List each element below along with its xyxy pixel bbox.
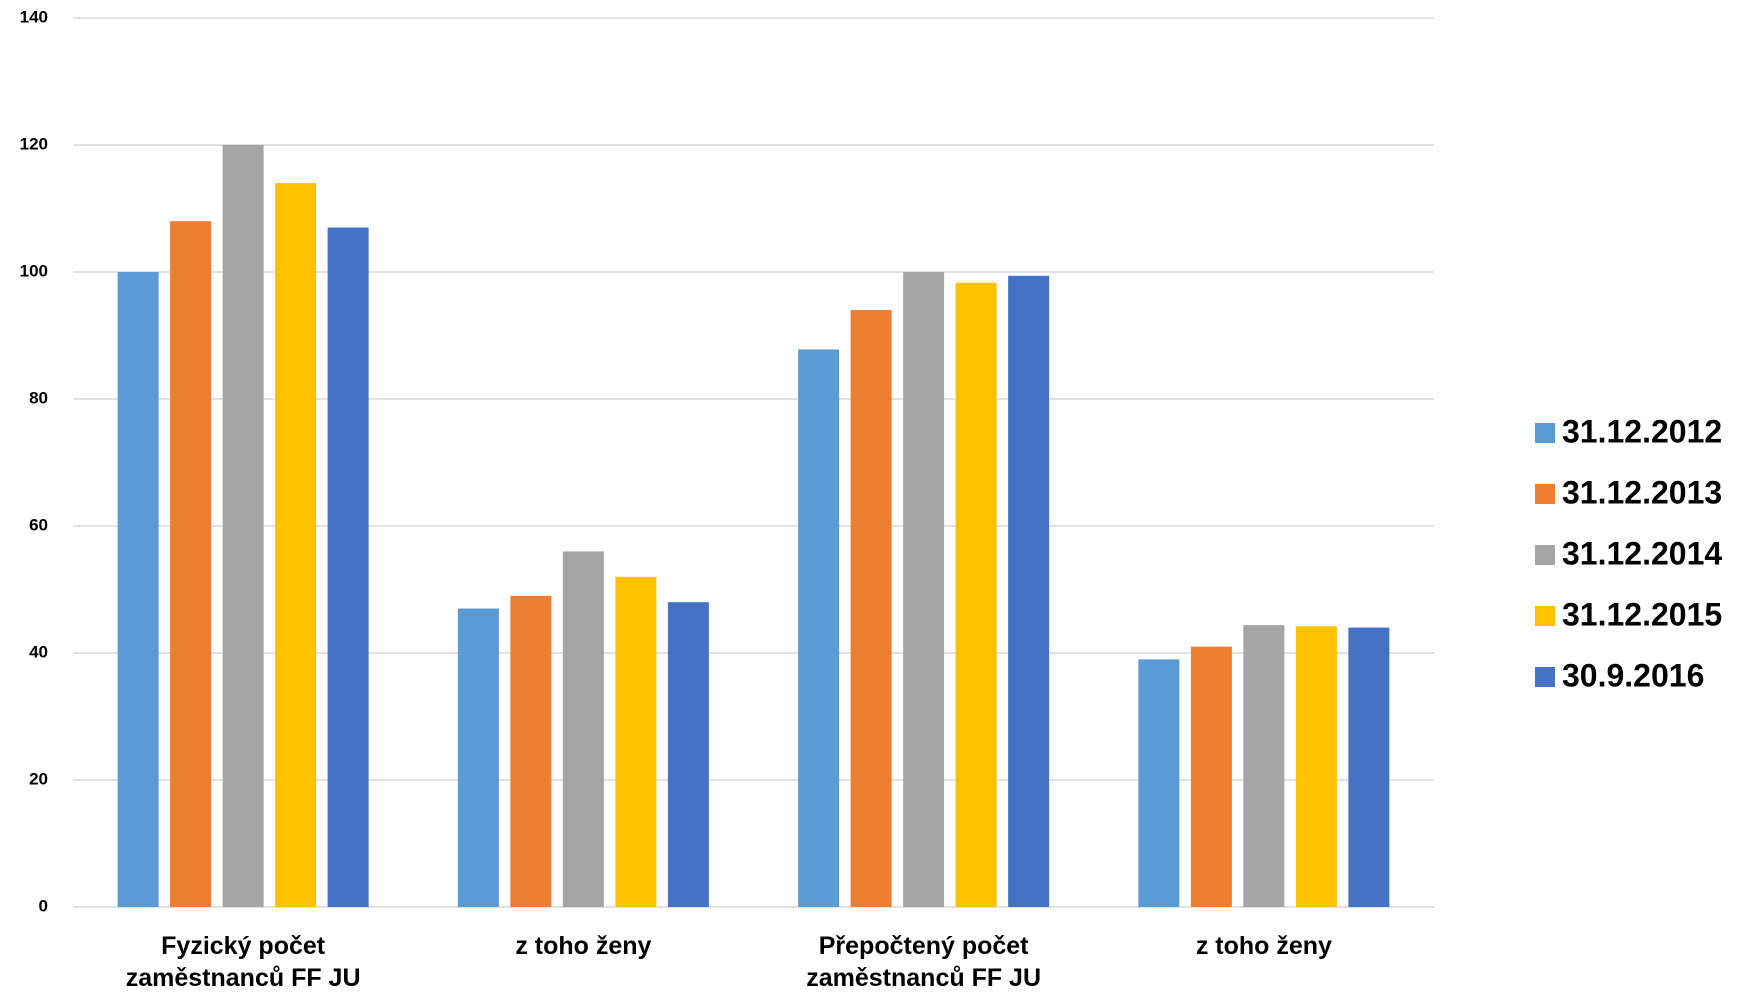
y-tick-label: 100 xyxy=(20,261,48,280)
y-tick-label: 40 xyxy=(29,642,48,661)
bar xyxy=(903,272,945,907)
y-tick-label: 120 xyxy=(20,134,48,153)
y-tick-label: 0 xyxy=(39,896,48,915)
bar xyxy=(117,272,159,907)
legend-swatch xyxy=(1535,667,1555,687)
bar xyxy=(1008,275,1050,907)
bar xyxy=(1295,626,1337,907)
bar xyxy=(275,183,317,908)
y-tick-label: 20 xyxy=(29,769,48,788)
legend-label: 31.12.2012 xyxy=(1562,413,1722,449)
bar xyxy=(955,282,997,907)
legend-label: 31.12.2015 xyxy=(1562,596,1722,632)
legend-swatch xyxy=(1535,545,1555,565)
legend-label: 31.12.2014 xyxy=(1562,535,1722,571)
legend-label: 31.12.2013 xyxy=(1562,474,1722,510)
bar xyxy=(510,595,552,907)
y-tick-label: 140 xyxy=(20,7,48,26)
y-tick-label: 80 xyxy=(29,388,48,407)
legend-swatch xyxy=(1535,423,1555,443)
bar xyxy=(798,349,840,908)
legend-swatch xyxy=(1535,606,1555,626)
bar xyxy=(170,221,212,907)
bar xyxy=(667,602,709,907)
bar xyxy=(222,145,264,907)
bar xyxy=(1138,659,1180,907)
legend-swatch xyxy=(1535,484,1555,504)
x-tick-label: Přepočtený počet zaměstnanců FF JU xyxy=(806,932,1042,992)
bar xyxy=(1243,625,1285,907)
bar xyxy=(615,576,657,907)
legend-label: 30.9.2016 xyxy=(1562,657,1704,693)
y-tick-label: 60 xyxy=(29,515,48,534)
bar xyxy=(327,227,369,908)
x-tick-label: Fyzický počet zaměstnanců FF JU xyxy=(125,932,361,992)
bar xyxy=(562,551,604,907)
bar xyxy=(457,608,499,907)
bar xyxy=(850,310,892,908)
bar xyxy=(1348,627,1390,907)
x-tick-label: z toho ženy xyxy=(515,932,652,960)
x-tick-label: z toho ženy xyxy=(1195,932,1332,960)
bar xyxy=(1190,646,1232,907)
